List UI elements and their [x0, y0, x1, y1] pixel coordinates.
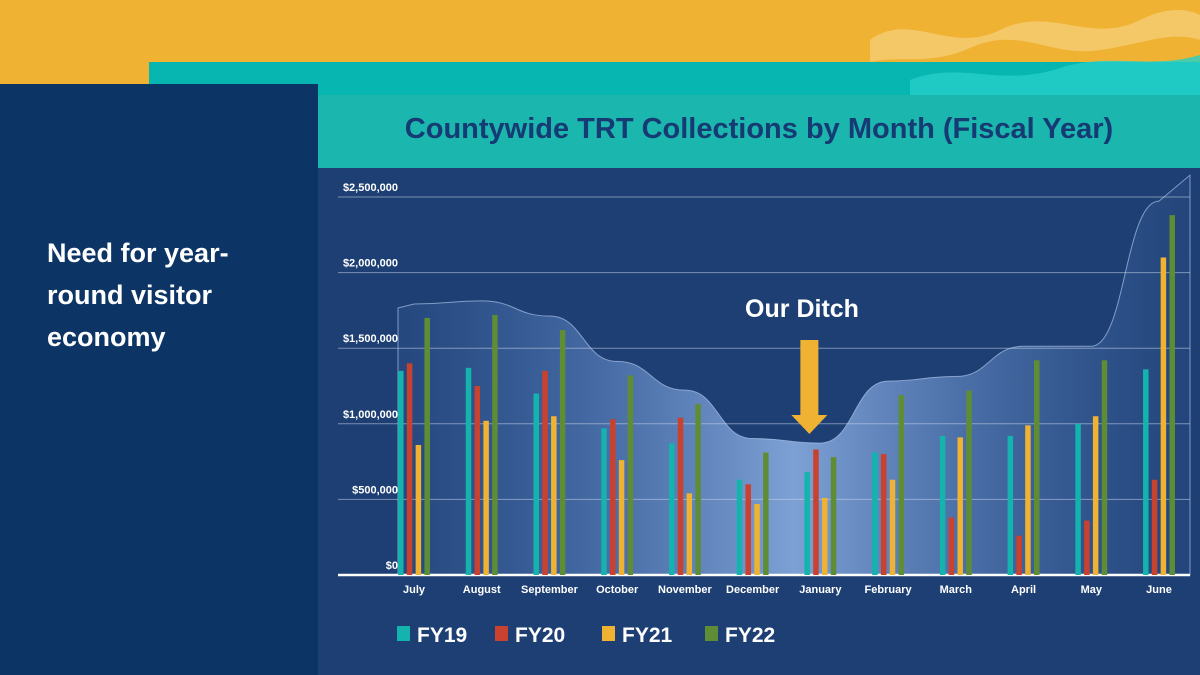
legend-swatch-fy21 — [602, 626, 615, 641]
y-tick-label: $1,000,000 — [343, 409, 398, 421]
legend-swatch-fy22 — [705, 626, 718, 641]
bar-fy22-december — [763, 452, 769, 575]
x-tick-label: October — [596, 584, 639, 596]
bar-fy21-september — [551, 416, 557, 575]
legend-label-fy22: FY22 — [725, 624, 775, 647]
x-tick-label: January — [799, 584, 842, 596]
bar-fy21-january — [822, 497, 828, 575]
side-text: Need for year-round visitor economy — [47, 238, 229, 352]
bar-fy21-march — [957, 437, 963, 575]
bar-fy21-june — [1160, 257, 1167, 575]
legend-label-fy20: FY20 — [515, 624, 565, 647]
bar-fy22-july — [424, 317, 430, 575]
bar-fy19-february — [872, 452, 878, 575]
bar-fy20-september — [542, 370, 548, 575]
bar-fy21-july — [415, 444, 422, 575]
bar-fy19-september — [533, 393, 540, 575]
legend-swatch-fy20 — [495, 626, 508, 641]
bar-fy21-august — [483, 420, 489, 575]
bar-fy20-august — [474, 386, 481, 575]
bar-fy19-december — [736, 479, 743, 575]
bar-fy20-december — [745, 484, 751, 575]
x-tick-label: June — [1146, 584, 1172, 596]
bar-fy21-october — [618, 460, 625, 575]
chart-area: $0 $500,000 $1,000,000 $1,500,000 $2,000,000… — [318, 168, 1200, 675]
bar-fy22-september — [559, 330, 566, 575]
bar-fy21-february — [889, 479, 896, 575]
bar-fy20-january — [813, 449, 819, 575]
chart-title-bar: Countywide TRT Collections by Month (Fis… — [318, 95, 1200, 168]
left-panel — [0, 84, 318, 675]
y-tick-label: $500,000 — [352, 484, 398, 496]
bar-fy19-july — [398, 370, 404, 575]
x-tick-label: February — [865, 584, 913, 596]
bar-fy19-june — [1143, 369, 1149, 575]
background-wave — [397, 174, 1191, 576]
bar-fy20-october — [610, 419, 616, 575]
x-tick-label: September — [521, 584, 579, 596]
x-tick-label: March — [940, 584, 973, 596]
x-tick-label: July — [403, 584, 426, 596]
bar-fy19-may — [1075, 423, 1081, 575]
x-tick-label: November — [658, 584, 713, 596]
bar-fy20-july — [406, 363, 413, 575]
y-tick-label: $2,000,000 — [343, 258, 398, 270]
bar-fy21-november — [686, 493, 693, 575]
bar-fy22-february — [898, 395, 905, 575]
x-tick-label: August — [463, 584, 501, 596]
bar-fy22-april — [1033, 360, 1040, 575]
bar-fy22-november — [695, 404, 701, 575]
bar-fy19-january — [804, 472, 810, 575]
bar-fy22-march — [966, 390, 972, 575]
y-tick-label: $1,500,000 — [343, 333, 398, 345]
bar-fy22-august — [492, 314, 498, 575]
bar-fy20-february — [880, 454, 887, 575]
y-tick-label: $2,500,000 — [343, 182, 398, 194]
bar-fy22-october — [627, 375, 634, 575]
bar-fy19-november — [668, 443, 675, 575]
bar-fy20-april — [1016, 535, 1022, 575]
bar-fy20-june — [1151, 479, 1158, 575]
bar-fy22-january — [830, 457, 837, 575]
legend-label-fy21: FY21 — [622, 624, 673, 647]
bar-fy21-december — [754, 503, 760, 575]
bar-fy21-april — [1025, 425, 1031, 575]
bar-fy21-may — [1092, 416, 1099, 575]
bar-fy19-april — [1007, 435, 1014, 575]
bar-fy19-august — [465, 367, 472, 575]
chart: $0 $500,000 $1,000,000 $1,500,000 $2,000,000… — [338, 174, 1191, 647]
annotation-label: Our Ditch — [745, 295, 859, 323]
x-tick-label: May — [1081, 584, 1103, 596]
legend-swatch-fy19 — [397, 626, 410, 641]
legend-label-fy19: FY19 — [417, 624, 467, 647]
chart-title: Countywide TRT Collections by Month (Fis… — [404, 113, 1114, 145]
bar-fy20-march — [948, 517, 955, 575]
bar-fy22-may — [1101, 360, 1108, 575]
bar-fy20-may — [1084, 520, 1090, 575]
x-tick-label: April — [1011, 584, 1036, 596]
bar-fy20-november — [677, 417, 684, 575]
x-tick-label: December — [726, 584, 780, 596]
bar-fy19-march — [939, 435, 946, 575]
wave-decoration — [870, 10, 1200, 95]
bar-fy19-october — [601, 428, 607, 575]
bar-fy22-june — [1169, 215, 1175, 576]
annotation-arrow — [791, 340, 828, 434]
y-tick-label: $0 — [386, 560, 398, 572]
